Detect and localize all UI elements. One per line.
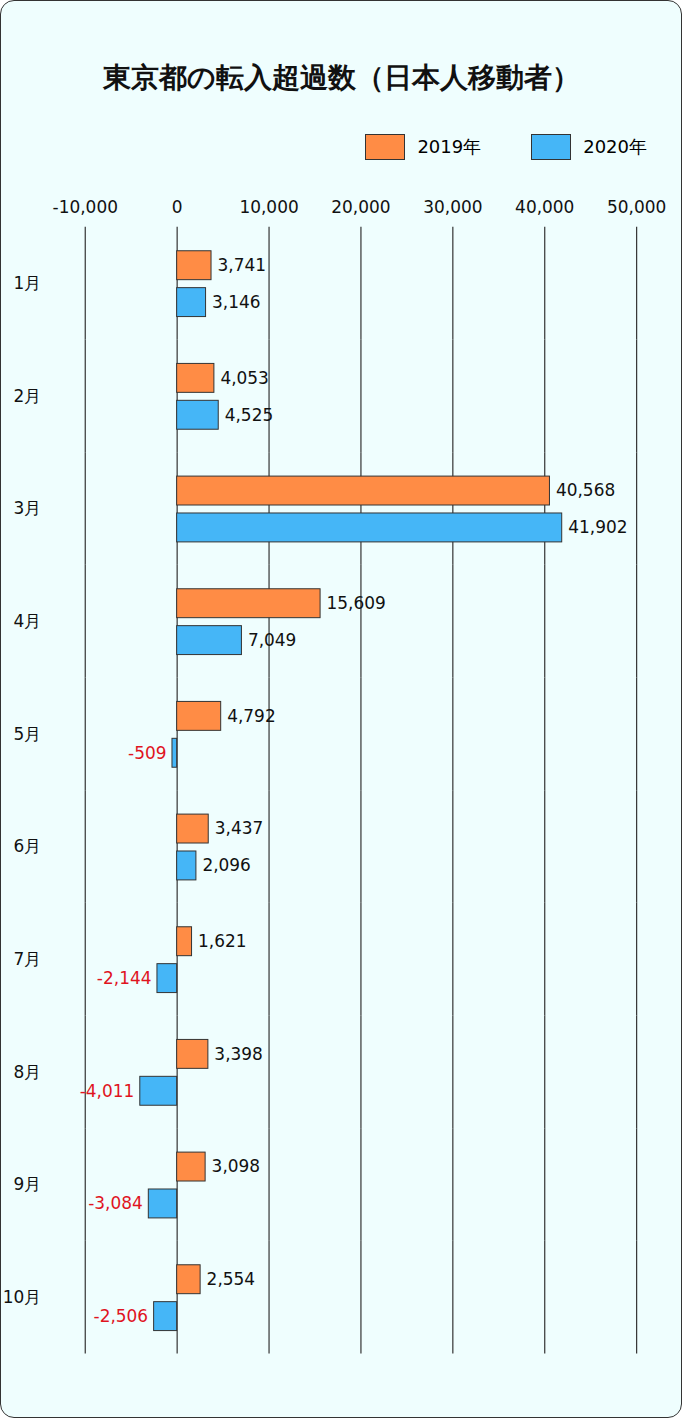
svg-text:3,146: 3,146 (212, 292, 260, 312)
svg-text:15,609: 15,609 (327, 593, 386, 613)
svg-text:4,525: 4,525 (225, 405, 274, 425)
svg-text:41,902: 41,902 (568, 517, 627, 537)
svg-text:3,741: 3,741 (218, 255, 266, 275)
html-text:2019年: 2019年 (417, 136, 482, 157)
svg-text:40,568: 40,568 (556, 480, 615, 500)
svg-text:4,792: 4,792 (227, 706, 276, 726)
svg-text:50,000: 50,000 (607, 197, 666, 217)
svg-text:-10,000: -10,000 (53, 197, 118, 217)
svg-text:3,437: 3,437 (215, 818, 264, 838)
svg-text:3,398: 3,398 (214, 1044, 262, 1064)
svg-text:1月: 1月 (14, 273, 42, 293)
svg-text:10,000: 10,000 (239, 197, 298, 217)
svg-text:9月: 9月 (14, 1174, 42, 1194)
svg-text:-509: -509 (128, 743, 166, 763)
svg-text:30,000: 30,000 (423, 197, 482, 217)
svg-text:5月: 5月 (14, 724, 42, 744)
svg-text:40,000: 40,000 (515, 197, 574, 217)
html-text:2020年: 2020年 (583, 136, 647, 157)
svg-text:6月: 6月 (14, 836, 42, 856)
svg-text:-3,084: -3,084 (88, 1193, 143, 1213)
svg-text:7,049: 7,049 (248, 630, 296, 650)
svg-text:-4,011: -4,011 (80, 1081, 135, 1101)
svg-text:7月: 7月 (14, 949, 42, 969)
svg-text:10月: 10月 (3, 1287, 42, 1307)
svg-text:2,096: 2,096 (202, 855, 251, 875)
svg-text:2,554: 2,554 (207, 1269, 256, 1289)
svg-text:3,098: 3,098 (212, 1156, 261, 1176)
svg-text:0: 0 (172, 197, 183, 217)
svg-text:-2,144: -2,144 (97, 968, 152, 988)
svg-text:1,621: 1,621 (198, 931, 247, 951)
svg-text:2月: 2月 (14, 386, 42, 406)
html-text:東京都の転入超過数（日本人移動者）: 東京都の転入超過数（日本人移動者） (102, 61, 580, 94)
svg-text:-2,506: -2,506 (94, 1306, 149, 1326)
svg-text:3月: 3月 (14, 498, 42, 518)
svg-text:20,000: 20,000 (331, 197, 390, 217)
svg-text:8月: 8月 (14, 1062, 42, 1082)
svg-text:4月: 4月 (14, 611, 42, 631)
svg-text:4,053: 4,053 (220, 368, 268, 388)
